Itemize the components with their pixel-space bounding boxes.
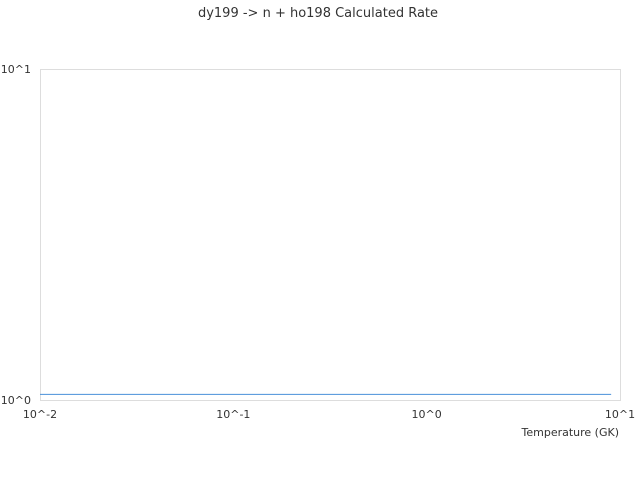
x-tick-label: 10^-2	[23, 408, 57, 421]
x-axis-label: Temperature (GK)	[521, 426, 620, 439]
x-tick-label: 10^1	[605, 408, 635, 421]
x-tick-label: 10^0	[412, 408, 442, 421]
y-tick-label: 10^0	[1, 394, 31, 407]
chart-title: dy199 -> n + ho198 Calculated Rate	[198, 6, 438, 21]
plot-area	[40, 69, 621, 401]
y-tick-label: 10^1	[1, 63, 31, 76]
x-tick-label: 10^-1	[216, 408, 250, 421]
